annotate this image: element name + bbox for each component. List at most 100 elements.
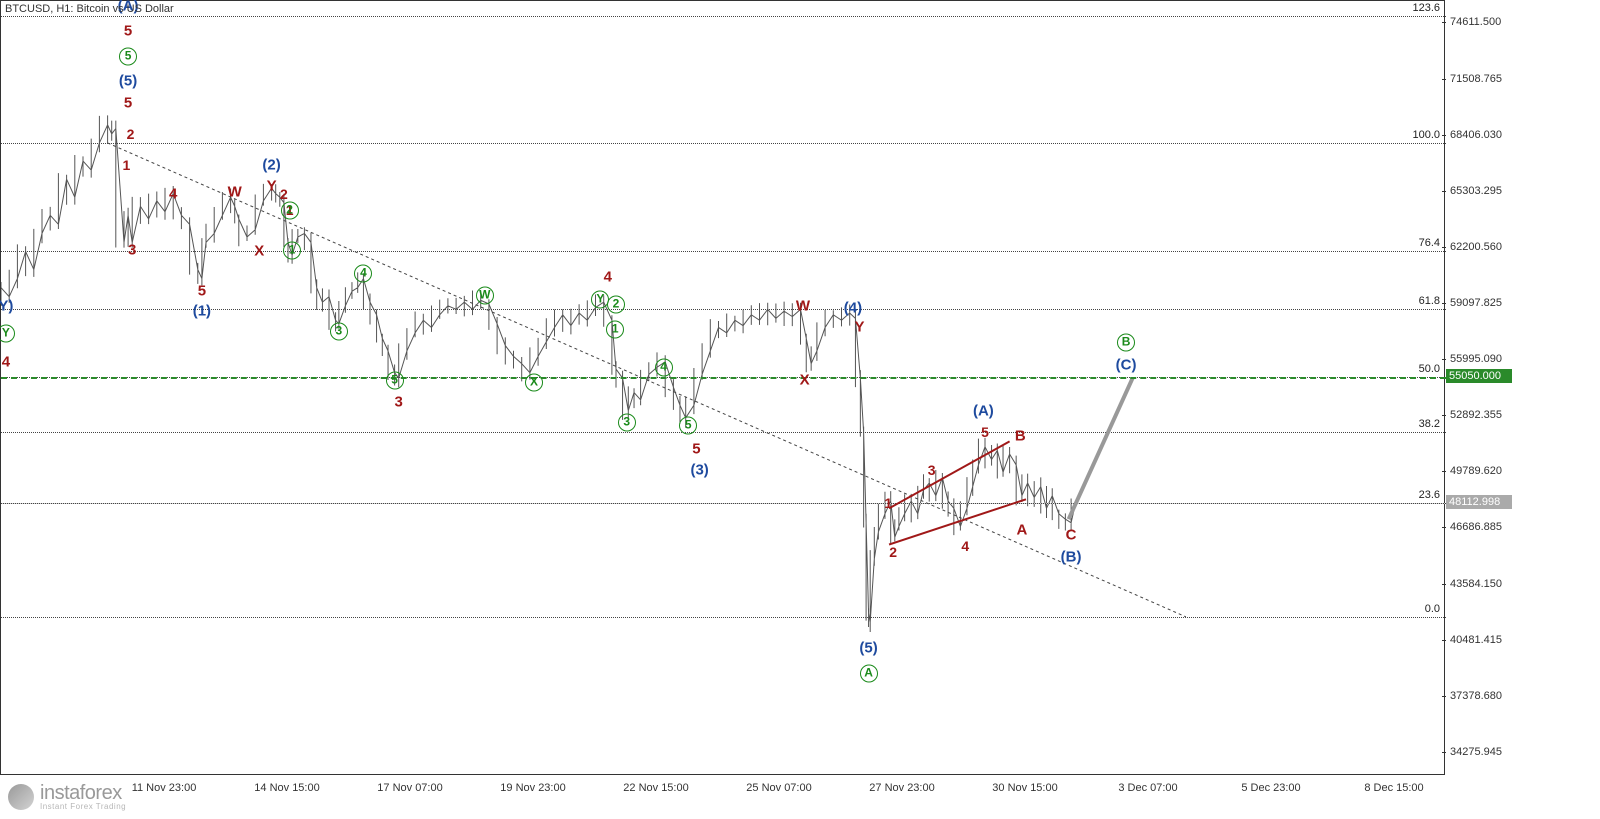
- wave-label: 3: [928, 462, 936, 478]
- wave-label: 5: [198, 283, 206, 300]
- wave-label: 4: [354, 264, 372, 283]
- fib-line: [1, 503, 1446, 504]
- x-tick-label: 22 Nov 15:00: [623, 782, 688, 794]
- x-tick-label: 30 Nov 15:00: [992, 782, 1057, 794]
- wave-label: W: [796, 297, 810, 314]
- y-tick-label: 40481.415: [1450, 634, 1502, 646]
- wave-label: 1: [606, 320, 624, 339]
- chart-area[interactable]: BTCUSD, H1: Bitcoin vs US Dollar 123.610…: [0, 0, 1445, 775]
- fib-label: 100.0: [1412, 129, 1440, 141]
- wave-label: 2: [280, 186, 288, 202]
- wave-label: 5: [386, 370, 404, 389]
- wave-label: 4: [961, 538, 969, 554]
- x-tick-label: 17 Nov 07:00: [377, 782, 442, 794]
- target-price-box: 55050.000: [1446, 369, 1512, 383]
- wave-label: 2: [281, 200, 299, 219]
- wave-label: 3: [330, 322, 348, 341]
- y-tick-label: 37378.680: [1450, 690, 1502, 702]
- fib-line: [1, 16, 1446, 17]
- price-series: [1, 1, 1446, 776]
- wave-label: (B): [1061, 549, 1082, 566]
- x-tick-label: 14 Nov 15:00: [254, 782, 319, 794]
- wave-label: Y: [267, 178, 277, 195]
- wave-label: (5): [119, 73, 137, 90]
- y-tick-label: 68406.030: [1450, 129, 1502, 141]
- wave-label: Y: [855, 319, 865, 336]
- y-tick-label: 59097.825: [1450, 297, 1502, 309]
- wave-label: 4: [604, 268, 612, 285]
- wave-label: 5: [124, 95, 132, 112]
- y-tick-label: 65303.295: [1450, 185, 1502, 197]
- wave-label: 2: [127, 126, 135, 142]
- wave-label: W: [476, 285, 494, 304]
- wave-label: 3: [618, 412, 636, 431]
- wave-label: (4): [844, 299, 862, 316]
- fib-line: [1, 251, 1446, 252]
- target-line: [1, 377, 1446, 379]
- wave-label: 1: [884, 495, 892, 511]
- wave-label: (A): [973, 402, 994, 419]
- wave-label: 1: [283, 240, 301, 259]
- fib-label: 76.4: [1419, 237, 1440, 249]
- fib-label: 61.8: [1419, 295, 1440, 307]
- wave-label: 5: [981, 424, 989, 440]
- fib-line: [1, 432, 1446, 433]
- wave-label: 2: [889, 544, 897, 560]
- watermark-brand: instaforex: [40, 783, 126, 803]
- wave-label: 3: [128, 241, 136, 258]
- y-tick-label: 34275.945: [1450, 746, 1502, 758]
- wave-label: 4: [169, 185, 177, 202]
- x-tick-label: 25 Nov 07:00: [746, 782, 811, 794]
- wave-label: (1): [193, 303, 211, 320]
- chart-title: BTCUSD, H1: Bitcoin vs US Dollar: [5, 3, 174, 15]
- wave-label: 5: [119, 47, 137, 66]
- current-price-box: 48112.998: [1446, 495, 1512, 509]
- wave-label: X: [800, 371, 810, 388]
- wave-label: (2): [262, 156, 280, 173]
- fib-line: [1, 617, 1446, 618]
- wave-label: 3: [395, 393, 403, 410]
- instaforex-logo-icon: [8, 784, 34, 810]
- x-tick-label: 8 Dec 15:00: [1364, 782, 1423, 794]
- wave-label: A: [1016, 522, 1027, 539]
- fib-label: 50.0: [1419, 363, 1440, 375]
- fib-label: 38.2: [1419, 418, 1440, 430]
- y-tick-label: 52892.355: [1450, 409, 1502, 421]
- wave-label: 5: [124, 22, 132, 39]
- wave-label: 4: [2, 353, 10, 370]
- fib-label: 0.0: [1425, 603, 1440, 615]
- wave-label: W: [228, 183, 242, 200]
- wave-label: B: [1015, 427, 1026, 444]
- y-tick-label: 55995.090: [1450, 353, 1502, 365]
- wave-label: (3): [690, 462, 708, 479]
- x-tick-label: 5 Dec 23:00: [1241, 782, 1300, 794]
- x-tick-label: 3 Dec 07:00: [1118, 782, 1177, 794]
- y-tick-label: 49789.620: [1450, 465, 1502, 477]
- wave-label: (C): [1116, 357, 1137, 374]
- wave-label: X: [254, 243, 264, 260]
- y-tick-label: 46686.885: [1450, 521, 1502, 533]
- y-tick-label: 43584.150: [1450, 578, 1502, 590]
- wave-label: C: [1066, 527, 1077, 544]
- fib-label: 23.6: [1419, 489, 1440, 501]
- x-tick-label: 27 Nov 23:00: [869, 782, 934, 794]
- wave-label: B: [1117, 332, 1135, 351]
- wave-label: A: [860, 663, 878, 682]
- y-axis: 74611.50071508.76568406.03065303.2956220…: [1446, 0, 1600, 775]
- y-tick-label: 74611.500: [1450, 16, 1501, 28]
- fib-line: [1, 143, 1446, 144]
- wave-label: X: [525, 372, 543, 391]
- watermark: instaforex Instant Forex Trading: [8, 783, 126, 811]
- x-tick-label: 11 Nov 23:00: [132, 782, 197, 794]
- wave-label: 5: [692, 440, 700, 457]
- wave-label: 1: [123, 157, 131, 173]
- wave-label: Y: [0, 323, 15, 342]
- y-tick-label: 62200.560: [1450, 241, 1502, 253]
- wave-label: Y): [0, 297, 13, 314]
- fib-label: 123.6: [1412, 2, 1440, 14]
- watermark-tagline: Instant Forex Trading: [40, 803, 126, 811]
- fib-line: [1, 309, 1446, 310]
- wave-label: 5: [679, 416, 697, 435]
- x-axis: 11 Nov 23:0014 Nov 15:0017 Nov 07:0019 N…: [0, 776, 1445, 819]
- wave-label: 2: [607, 294, 625, 313]
